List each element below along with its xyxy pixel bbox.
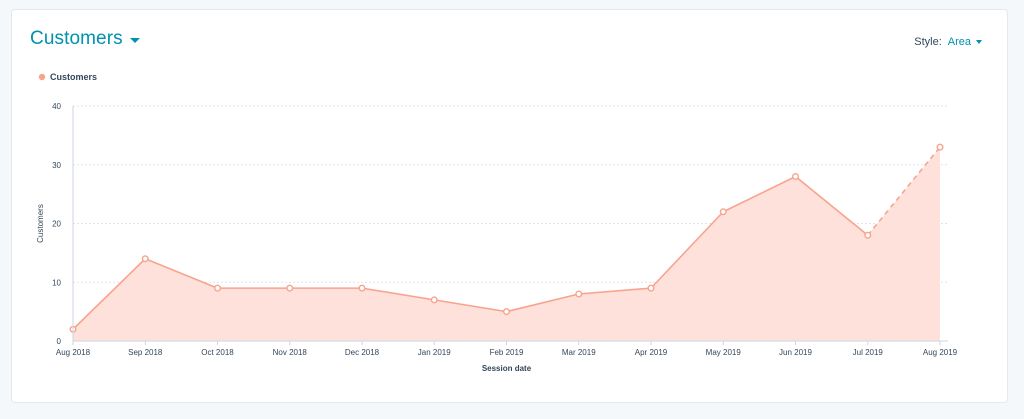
data-point[interactable] [647, 284, 655, 292]
style-dropdown[interactable]: Area [948, 36, 982, 48]
legend: Customers [38, 72, 97, 82]
data-point[interactable] [575, 290, 583, 298]
y-tick-label: 30 [52, 161, 61, 170]
y-tick-label: 10 [52, 278, 61, 287]
data-point[interactable] [213, 284, 221, 292]
x-tick-label: May 2019 [706, 348, 742, 357]
y-axis-title: Customers [36, 204, 45, 243]
y-tick-label: 40 [52, 102, 61, 111]
caret-down-icon [129, 37, 140, 43]
style-selector: Style: Area [914, 36, 982, 48]
data-point[interactable] [141, 255, 149, 263]
style-value: Area [947, 36, 971, 48]
y-tick-label: 20 [52, 220, 61, 229]
x-tick-label: Dec 2018 [345, 348, 380, 357]
x-tick-label: Mar 2019 [562, 348, 596, 357]
x-tick-label: Sep 2018 [128, 348, 163, 357]
style-label: Style: [914, 36, 942, 48]
series-line [72, 175, 869, 330]
series-area [73, 147, 940, 341]
data-point[interactable] [358, 284, 366, 292]
report-title-dropdown[interactable]: Customers [30, 28, 140, 50]
x-tick-label: Nov 2018 [273, 348, 308, 357]
x-tick-label: Feb 2019 [490, 348, 524, 357]
data-point[interactable] [864, 231, 872, 239]
data-point[interactable] [286, 284, 294, 292]
x-tick-label: Jun 2019 [779, 348, 812, 357]
data-point[interactable] [503, 308, 511, 316]
y-tick-label: 0 [57, 337, 62, 346]
x-tick-label: Jan 2019 [418, 348, 451, 357]
data-point[interactable] [936, 143, 944, 151]
x-tick-label: Jul 2019 [853, 348, 884, 357]
legend-marker-icon [38, 73, 46, 81]
x-tick-label: Aug 2018 [56, 348, 91, 357]
data-point[interactable] [430, 296, 438, 304]
x-tick-label: Oct 2018 [201, 348, 234, 357]
legend-label: Customers [50, 72, 97, 82]
x-tick-label: Aug 2019 [923, 348, 958, 357]
data-point[interactable] [792, 172, 800, 180]
caret-down-icon [976, 40, 982, 44]
x-axis-title: Session date [482, 364, 532, 373]
x-tick-label: Apr 2019 [635, 348, 668, 357]
series-line-projected [867, 146, 941, 236]
data-point[interactable] [719, 208, 727, 216]
report-title: Customers [30, 28, 123, 49]
